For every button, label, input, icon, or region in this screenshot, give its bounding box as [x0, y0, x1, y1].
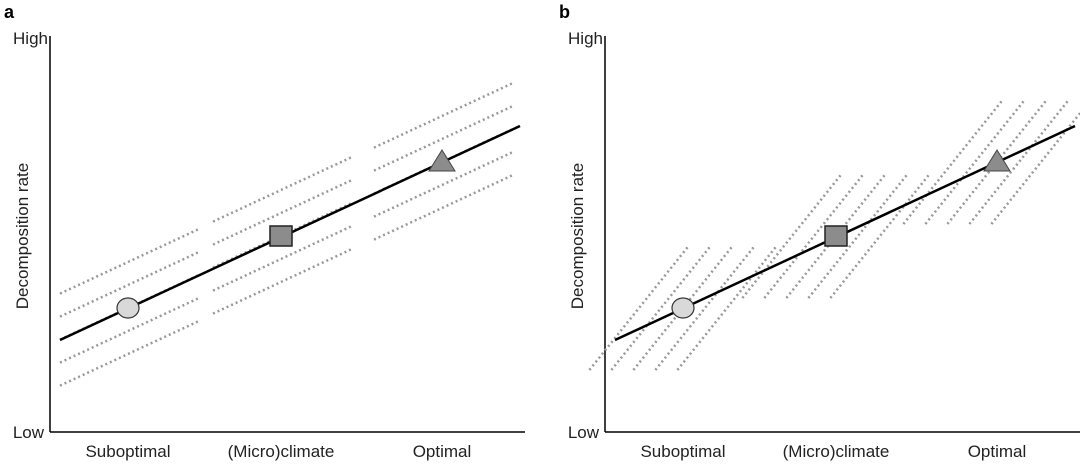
x-label: Optimal: [413, 442, 472, 461]
variation-line: [59, 296, 201, 364]
x-label: Suboptimal: [640, 442, 725, 461]
variation-line: [632, 245, 734, 371]
panel-label: b: [559, 2, 570, 22]
variation-line: [373, 150, 515, 218]
variation-line: [763, 173, 865, 299]
y-low-label: Low: [568, 423, 600, 442]
y-high-label: High: [568, 29, 603, 48]
variation-line: [212, 178, 354, 246]
variation-line: [59, 250, 201, 318]
variation-line: [610, 245, 712, 371]
circle-marker: [671, 297, 695, 319]
x-label: (Micro)climate: [783, 442, 890, 461]
panel: a High Low Decomposition rate Suboptimal (Mic…: [4, 2, 525, 461]
variation-line: [676, 245, 778, 371]
variation-line: [946, 99, 1048, 225]
panel: b High Low Decomposition rate Suboptimal (Mic…: [559, 2, 1080, 461]
triangle-marker: [428, 149, 456, 172]
variation-line: [968, 99, 1070, 225]
variation-line: [212, 155, 354, 223]
variation-line: [785, 173, 887, 299]
triangle-marker: [983, 149, 1011, 172]
x-label: Optimal: [968, 442, 1027, 461]
square-marker: [824, 225, 848, 247]
variation-line: [807, 173, 909, 299]
y-low-label: Low: [13, 423, 45, 442]
variation-line: [902, 99, 1004, 225]
circle-marker: [116, 297, 140, 319]
variation-line: [59, 319, 201, 387]
panel-label: a: [4, 2, 15, 22]
variation-line: [588, 245, 690, 371]
x-label: (Micro)climate: [228, 442, 335, 461]
variation-line: [654, 245, 756, 371]
variation-line: [373, 173, 515, 241]
variation-line: [829, 173, 931, 299]
square-marker: [269, 225, 293, 247]
y-high-label: High: [13, 29, 48, 48]
variation-line: [990, 111, 1080, 225]
y-axis-title: Decomposition rate: [568, 163, 587, 309]
variation-line: [924, 99, 1026, 225]
y-axis-title: Decomposition rate: [13, 163, 32, 309]
variation-line: [373, 104, 515, 172]
variation-line: [212, 247, 354, 315]
variation-line: [741, 173, 843, 299]
variation-line: [59, 227, 201, 295]
x-label: Suboptimal: [85, 442, 170, 461]
variation-line: [373, 81, 515, 149]
variation-line: [212, 224, 354, 292]
